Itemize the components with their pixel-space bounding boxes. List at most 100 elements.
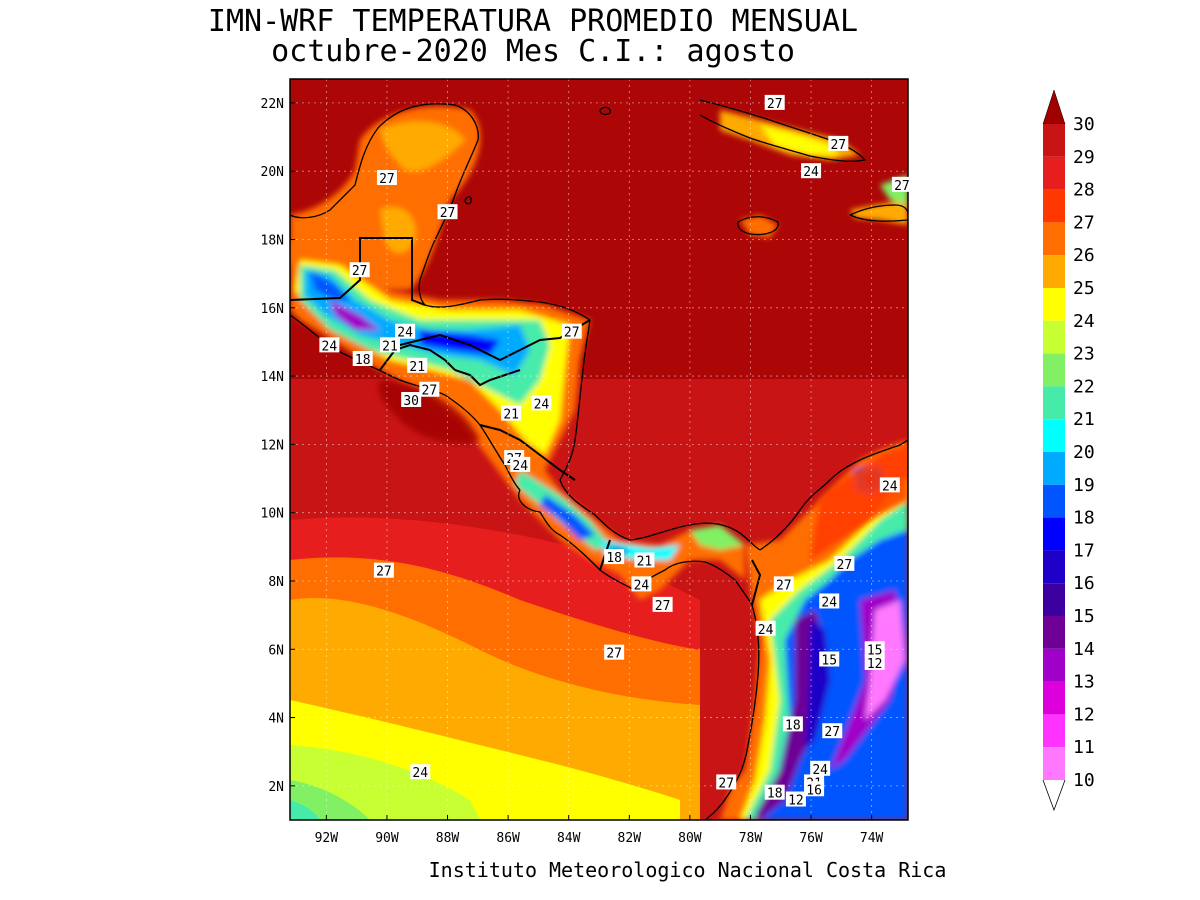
colorbar-swatch [1043, 517, 1065, 551]
contour-label: 12 [788, 794, 804, 809]
contour-label: 27 [824, 725, 840, 740]
lat-tick-label: 18N [261, 233, 284, 248]
contour-label-box [395, 323, 416, 339]
contour-label-box [401, 391, 422, 407]
contour-label: 27 [830, 138, 846, 153]
lat-tick-label: 22N [261, 97, 284, 112]
contour-label: 24 [882, 479, 898, 494]
colorbar-swatch [1043, 452, 1065, 485]
colorbar-label: 26 [1073, 245, 1095, 266]
lon-tick-label: 78W [739, 831, 763, 846]
colorbar-label: 27 [1073, 212, 1095, 233]
lon-tick-label: 82W [618, 831, 642, 846]
contour-label-box [773, 576, 794, 592]
colorbar-swatch [1043, 616, 1065, 649]
map-subtitle: octubre-2020 Mes C.I.: agosto [271, 34, 795, 69]
footer-credit: Instituto Meteorologico Nacional Costa R… [428, 858, 947, 882]
contour-label: 27 [767, 97, 783, 112]
contour-label: 21 [637, 554, 653, 569]
colorbar-swatch [1043, 353, 1065, 387]
lon-tick-label: 92W [315, 831, 339, 846]
colorbar-label: 13 [1073, 672, 1095, 693]
contour-label: 27 [655, 599, 671, 614]
colorbar-label: 17 [1073, 540, 1095, 561]
contour-labels: 2727242727272724212418212727302421272424… [319, 94, 912, 809]
contour-label-box [828, 135, 849, 151]
contour-label-box [782, 716, 803, 732]
contour-label-box [822, 723, 843, 739]
contour-label-box [716, 774, 737, 790]
colorbar-label: 12 [1073, 704, 1095, 725]
colorbar-swatch [1043, 320, 1065, 354]
contour-label: 24 [412, 766, 428, 781]
lon-tick-label: 88W [436, 831, 460, 846]
contour-label-box [349, 262, 370, 278]
colorbar-label: 11 [1073, 737, 1095, 758]
colorbar-swatch [1043, 222, 1065, 256]
contour-label-box [510, 456, 531, 472]
contour-label: 24 [803, 165, 819, 180]
colorbar-swatch [1043, 681, 1065, 715]
contour-label: 18 [355, 353, 371, 368]
longitude-labels: 92W 90W 88W 86W 84W 82W 80W 78W 76W 74W [315, 815, 884, 846]
colorbar-arrow-top [1042, 89, 1066, 125]
contour-label-box [379, 337, 400, 353]
map-frame [289, 78, 909, 821]
contour-label: 24 [812, 763, 828, 778]
colorbar-swatch [1043, 419, 1065, 452]
contour-label: 27 [379, 172, 395, 187]
contour-label-box [819, 593, 840, 609]
map-field [290, 79, 908, 820]
colorbar-swatch [1043, 156, 1065, 190]
contour-label: 15 [821, 654, 837, 669]
lon-tick-label: 90W [375, 831, 399, 846]
country-borders [290, 237, 762, 606]
contour-label: 27 [352, 264, 368, 279]
colorbar-label: 18 [1073, 508, 1095, 529]
lon-tick-label: 74W [860, 831, 884, 846]
colorbar-swatch [1043, 583, 1065, 616]
colorbar-swatch [1043, 747, 1065, 780]
lat-tick-label: 4N [268, 712, 284, 727]
contour-label-box [755, 620, 776, 636]
contour-label: 15 [867, 643, 883, 658]
lat-tick-label: 20N [261, 165, 284, 180]
colorbar-swatch [1043, 550, 1065, 584]
colorbar-label: 20 [1073, 442, 1095, 463]
lon-tick-label: 86W [496, 831, 520, 846]
lat-tick-label: 2N [268, 780, 284, 795]
contour-label-box [604, 644, 625, 660]
contour-label-box [419, 381, 440, 397]
contour-label-box [410, 764, 431, 780]
contour-label-box [891, 176, 912, 192]
lat-tick-label: 10N [261, 507, 284, 522]
contour-label-box [531, 395, 552, 411]
contour-label: 21 [382, 339, 398, 354]
contour-label-box [407, 357, 428, 373]
colorbar-swatch [1043, 124, 1065, 157]
lon-tick-label: 80W [678, 831, 702, 846]
lon-tick-label: 76W [799, 831, 823, 846]
colorbar-arrow-bottom [1042, 779, 1066, 812]
colorbar-label: 22 [1073, 376, 1095, 397]
contour-label-box [864, 654, 885, 670]
contour-label-box [810, 760, 831, 776]
contour-label-box [631, 576, 652, 592]
contour-label-box [319, 337, 340, 353]
lat-tick-label: 6N [268, 643, 284, 658]
contour-label: 27 [894, 179, 910, 194]
contour-label: 18 [606, 551, 622, 566]
colorbar-label: 19 [1073, 475, 1095, 496]
contour-label-box [764, 784, 785, 800]
colorbar-label: 24 [1073, 311, 1095, 332]
contour-label: 24 [821, 595, 837, 610]
contour-label-box [764, 94, 785, 110]
colorbar-legend: 30 29 28 27 26 25 24 23 22 21 20 19 18 17 16 15 14 13 12 11… [1042, 89, 1095, 812]
colorbar-label: 21 [1073, 409, 1095, 430]
contour-label-box [561, 323, 582, 339]
contour-label: 24 [512, 459, 528, 474]
contour-label: 27 [718, 776, 734, 791]
colorbar-label: 25 [1073, 278, 1095, 299]
colorbar-label: 15 [1073, 606, 1095, 627]
